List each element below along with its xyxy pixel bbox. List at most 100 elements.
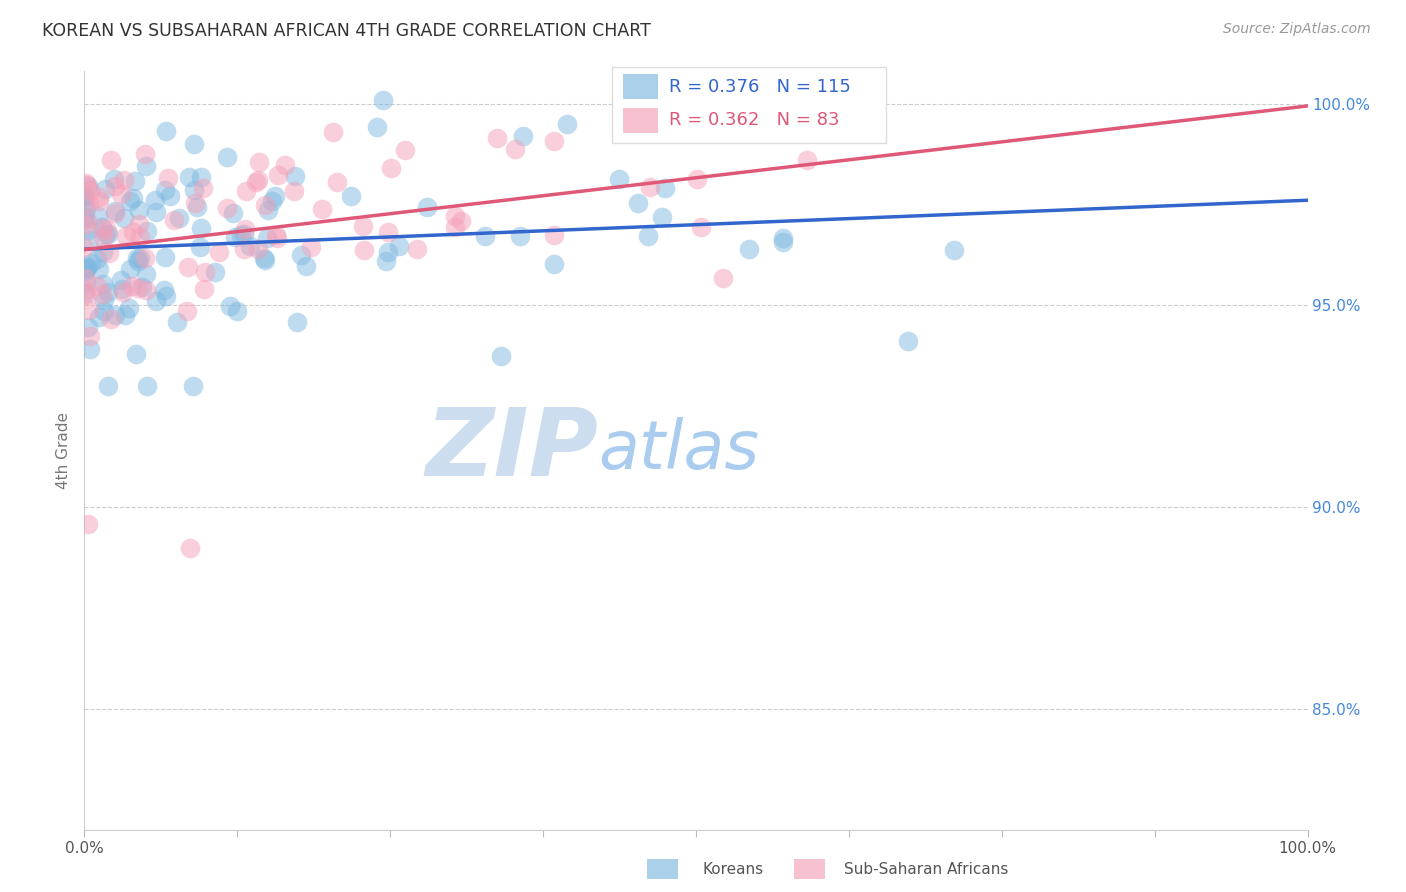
Point [155, 289, 177, 303]
Point [121, 225, 143, 239]
Point [486, 130, 509, 145]
Point [208, 245, 231, 260]
Point [77, 233, 100, 247]
Point [245, 175, 267, 189]
Point [637, 229, 659, 244]
Point [112, 172, 135, 186]
Point [176, 304, 198, 318]
Point [190, 170, 212, 185]
Point [416, 200, 439, 214]
Point [942, 243, 965, 257]
Point [183, 183, 205, 197]
Point [93, 244, 115, 259]
Point [73, 212, 96, 227]
Point [75, 189, 97, 203]
Point [129, 230, 152, 244]
Point [94, 227, 117, 241]
Point [73, 286, 96, 301]
Point [118, 301, 141, 315]
Point [224, 230, 246, 244]
Point [294, 259, 316, 273]
Point [474, 228, 496, 243]
Point [257, 203, 280, 218]
Point [352, 219, 374, 233]
Point [104, 178, 127, 193]
Point [264, 189, 287, 203]
Point [135, 267, 157, 281]
Point [509, 229, 531, 244]
Point [89, 310, 111, 324]
Point [135, 284, 157, 298]
Point [239, 239, 262, 253]
Point [184, 196, 207, 211]
Point [366, 120, 388, 134]
Point [75, 202, 97, 216]
Point [232, 227, 254, 242]
Point [179, 541, 201, 556]
Point [134, 147, 156, 161]
Point [193, 282, 215, 296]
Point [686, 172, 709, 186]
Point [177, 170, 200, 185]
Point [104, 308, 127, 322]
Point [609, 171, 631, 186]
Point [690, 219, 713, 234]
Point [232, 242, 254, 256]
Point [124, 174, 146, 188]
Point [377, 245, 399, 260]
Point [73, 188, 96, 202]
Point [143, 194, 166, 208]
Point [73, 218, 96, 232]
Point [555, 117, 578, 131]
Point [115, 229, 138, 244]
Point [125, 347, 148, 361]
Point [177, 260, 200, 274]
Point [136, 224, 159, 238]
Point [796, 153, 818, 167]
Point [253, 253, 276, 268]
Point [76, 213, 98, 227]
Point [103, 172, 125, 186]
Point [897, 334, 920, 348]
Point [159, 189, 181, 203]
Point [406, 242, 429, 256]
Point [285, 315, 308, 329]
Point [543, 227, 565, 242]
Point [77, 303, 100, 318]
Point [256, 231, 278, 245]
Point [274, 158, 297, 172]
Point [79, 329, 101, 343]
Point [100, 153, 122, 167]
Point [135, 159, 157, 173]
Text: Sub-Saharan Africans: Sub-Saharan Africans [844, 863, 1008, 877]
Point [153, 283, 176, 297]
Point [75, 271, 97, 285]
Point [254, 198, 277, 212]
Point [86, 278, 108, 293]
Point [290, 248, 312, 262]
Point [76, 260, 98, 275]
Point [183, 137, 205, 152]
Point [145, 293, 167, 308]
Point [97, 285, 120, 299]
Point [120, 194, 142, 208]
Point [489, 349, 512, 363]
Point [153, 183, 176, 197]
Point [89, 190, 111, 204]
Point [512, 128, 534, 143]
Text: ZIP: ZIP [425, 404, 598, 497]
Point [640, 180, 662, 194]
Point [79, 343, 101, 357]
Point [284, 169, 307, 183]
Point [87, 194, 110, 209]
Text: R = 0.376   N = 115: R = 0.376 N = 115 [669, 78, 851, 95]
Point [443, 220, 465, 235]
Point [191, 181, 214, 195]
Point [450, 214, 472, 228]
Point [93, 303, 115, 318]
Point [167, 211, 190, 226]
Point [75, 275, 97, 289]
Point [75, 176, 97, 190]
Point [131, 280, 153, 294]
Point [77, 516, 100, 531]
